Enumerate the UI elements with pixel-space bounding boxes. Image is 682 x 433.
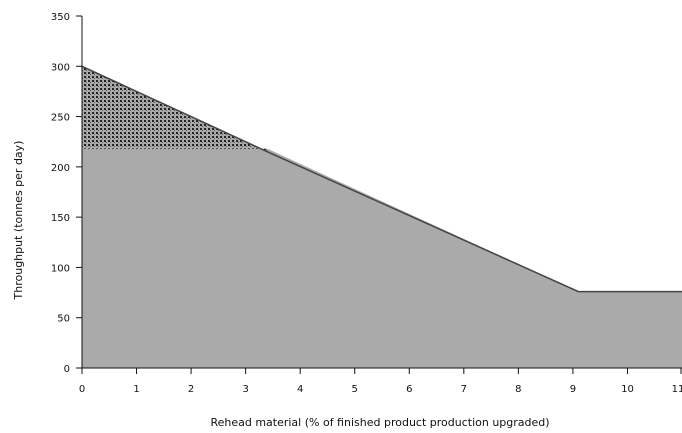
y-tick-label: 0 — [64, 364, 70, 375]
x-tick-label: 9 — [570, 384, 576, 395]
x-axis-title: Rehead material (% of finished product p… — [210, 416, 549, 429]
y-tick-label: 300 — [51, 62, 70, 73]
upper-boundary-line — [81, 65, 682, 293]
y-tick-label: 200 — [51, 163, 70, 174]
y-tick-label: 150 — [51, 213, 70, 224]
x-tick-label: 7 — [461, 384, 467, 395]
x-tick-label: 10 — [621, 384, 634, 395]
x-tick-label: 5 — [352, 384, 358, 395]
x-tick-label: 2 — [188, 384, 194, 395]
y-tick-label: 100 — [51, 263, 70, 274]
y-tick-label: 250 — [51, 113, 70, 124]
axes: 0 50 100 150 200 250 300 350 0 1 2 3 4 5 6 7 8 9 10 11 — [51, 12, 682, 395]
x-tick-label: 6 — [406, 384, 412, 395]
x-tick-label: 8 — [515, 384, 521, 395]
y-axis-title: Throughput (tonnes per day) — [12, 141, 25, 301]
x-tick-label: 11 — [672, 384, 682, 395]
plot-area — [81, 65, 682, 368]
x-tick-label: 0 — [79, 384, 85, 395]
y-tick-label: 350 — [51, 12, 70, 23]
area-series-main — [82, 148, 682, 368]
x-tick-label: 3 — [242, 384, 248, 395]
y-tick-label: 50 — [57, 314, 70, 325]
x-tick-label: 4 — [297, 384, 303, 395]
x-tick-label: 1 — [133, 384, 139, 395]
